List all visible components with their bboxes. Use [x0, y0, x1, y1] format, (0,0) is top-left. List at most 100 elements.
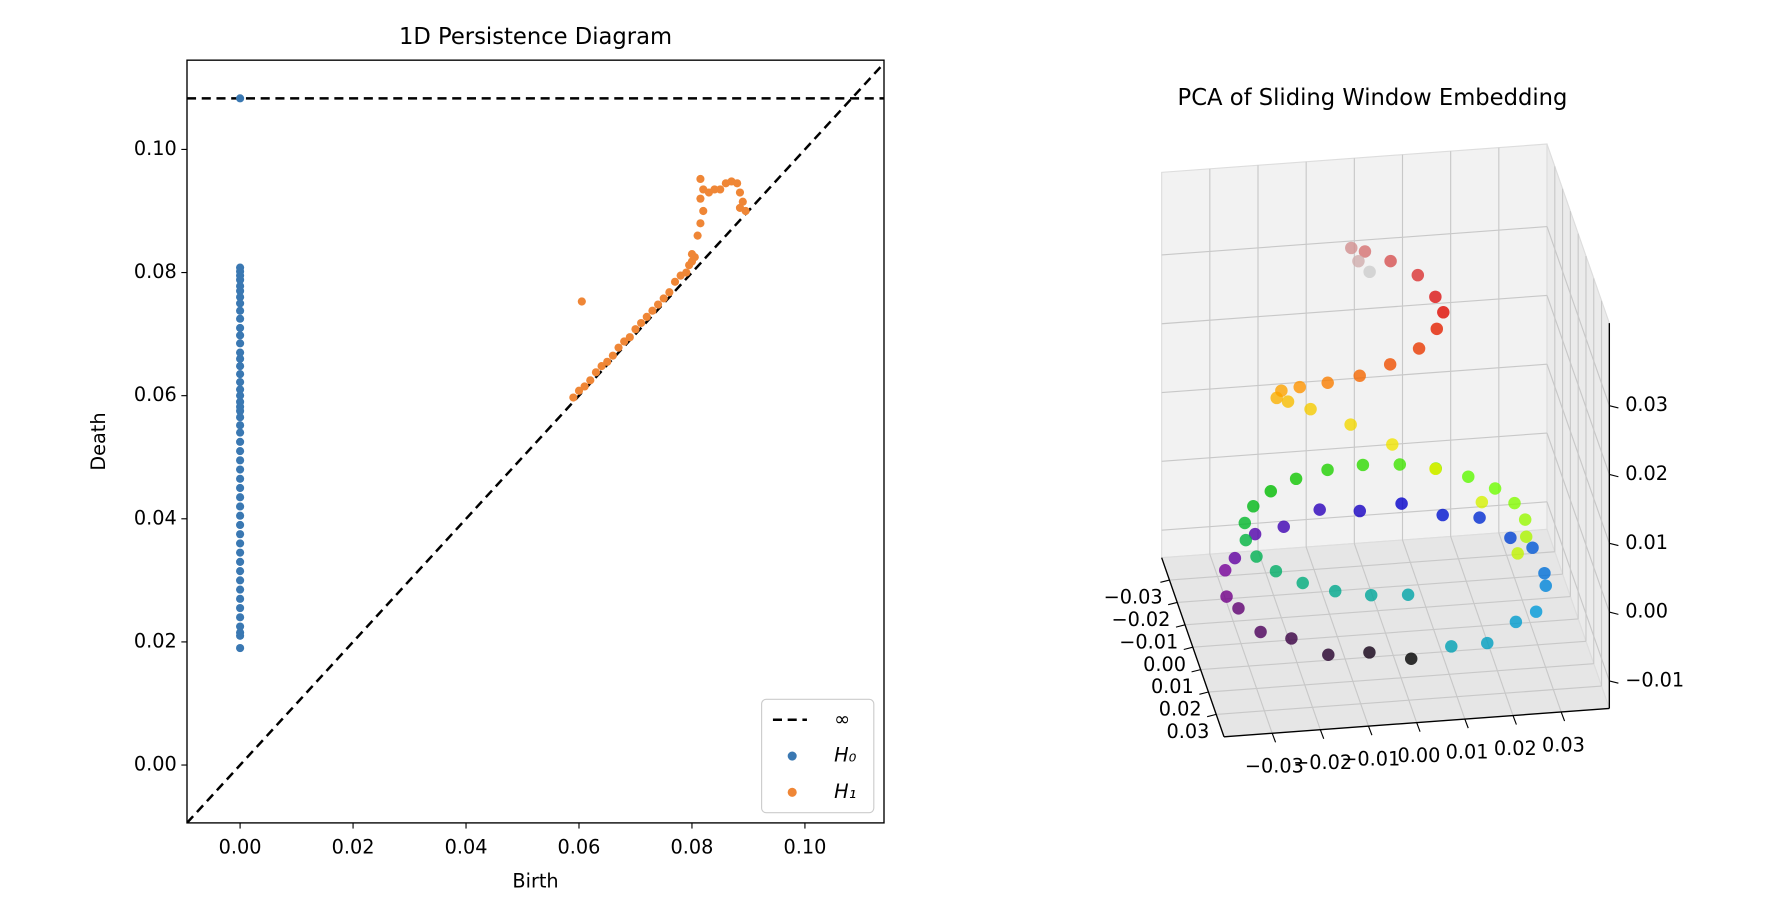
point	[236, 94, 245, 103]
point	[1264, 484, 1278, 498]
x-tick	[1560, 711, 1566, 722]
point	[1238, 516, 1252, 530]
point	[1430, 322, 1444, 336]
y-tick-label: 0.03	[1167, 720, 1210, 743]
y-tick-label: −0.01	[1119, 630, 1178, 653]
point	[236, 348, 245, 357]
point	[608, 351, 617, 360]
point	[1358, 245, 1372, 258]
x-tick	[1416, 722, 1421, 732]
x-tick-label: 0.06	[558, 835, 601, 858]
point	[1475, 495, 1489, 509]
point	[236, 631, 245, 640]
point	[1436, 508, 1449, 522]
z-tick-label: 0.03	[1625, 393, 1668, 416]
x-tick	[1464, 718, 1469, 729]
point	[1412, 342, 1426, 355]
point	[1393, 458, 1407, 471]
point	[1364, 588, 1378, 602]
y-tick-label: −0.02	[1111, 608, 1170, 631]
grid-line	[1161, 432, 1548, 462]
x-axis-line	[1223, 707, 1610, 738]
x-tick-label: 0.01	[1446, 741, 1489, 764]
point	[1353, 504, 1367, 518]
grid-line	[1546, 226, 1610, 406]
point	[1218, 564, 1232, 577]
point	[614, 343, 623, 352]
point	[236, 502, 245, 511]
point	[236, 446, 245, 456]
point	[699, 206, 708, 216]
chart-title: 1D Persistence Diagram	[399, 24, 672, 50]
y-tick-label: 0.02	[134, 629, 177, 652]
y-tick-label: 0.00	[1143, 653, 1186, 676]
point	[696, 174, 705, 184]
y-tick-label: 0.04	[134, 506, 177, 529]
point	[1437, 306, 1450, 319]
point	[620, 337, 629, 346]
point	[236, 603, 245, 613]
x-tick-label: 0.08	[671, 835, 714, 858]
point	[236, 275, 245, 285]
point	[1250, 550, 1263, 563]
y-tick	[1183, 646, 1193, 651]
point	[236, 299, 245, 308]
y-axis-line	[1161, 557, 1225, 737]
point	[1404, 652, 1418, 665]
point	[236, 378, 245, 387]
grid-line	[1546, 501, 1610, 682]
z-tick-label: −0.01	[1625, 668, 1684, 691]
point	[716, 185, 725, 194]
point	[670, 277, 680, 286]
point	[236, 428, 245, 437]
y-tick-label: 0.01	[1151, 675, 1194, 698]
x-tick-label: 0.00	[219, 835, 262, 858]
point	[236, 557, 245, 566]
point	[665, 288, 674, 297]
point	[236, 474, 245, 483]
y-tick	[1160, 579, 1170, 583]
point	[236, 613, 245, 622]
point	[1228, 551, 1242, 565]
grid-line	[1208, 663, 1594, 693]
legend-box	[761, 698, 875, 814]
point	[1504, 531, 1517, 545]
point	[653, 300, 663, 309]
x-tick-label: 0.03	[1542, 733, 1585, 756]
point	[1356, 458, 1370, 472]
point	[1383, 358, 1397, 371]
point	[1321, 463, 1334, 477]
point	[1488, 482, 1502, 495]
x-tick-label: 0.02	[1494, 737, 1537, 760]
point	[1289, 472, 1303, 486]
point	[696, 194, 705, 203]
point	[1473, 511, 1486, 524]
legend-label: H₁	[834, 780, 856, 803]
y-tick-label: 0.00	[134, 753, 177, 776]
point	[591, 368, 601, 377]
point	[696, 219, 705, 228]
point	[1519, 530, 1533, 543]
point	[236, 293, 245, 302]
x-tick	[1367, 725, 1373, 736]
grid-line	[1216, 685, 1602, 715]
point	[236, 493, 245, 502]
point	[236, 421, 245, 430]
y-tick-label: 0.08	[134, 260, 177, 283]
y-tick-label: 0.10	[134, 137, 177, 160]
grid-line	[1169, 551, 1555, 581]
x-tick-label: 0.00	[1397, 744, 1440, 767]
legend-label: H₀	[834, 744, 856, 767]
point	[569, 393, 578, 402]
point	[1411, 268, 1425, 282]
point	[236, 406, 245, 416]
point	[1220, 590, 1233, 603]
z-tick-label: 0.00	[1625, 600, 1668, 623]
grid-line	[1177, 573, 1563, 604]
point	[236, 370, 245, 379]
point	[236, 548, 245, 557]
y-tick	[1207, 713, 1217, 718]
point	[236, 413, 245, 422]
legend-marker	[787, 787, 797, 797]
point	[236, 567, 245, 576]
